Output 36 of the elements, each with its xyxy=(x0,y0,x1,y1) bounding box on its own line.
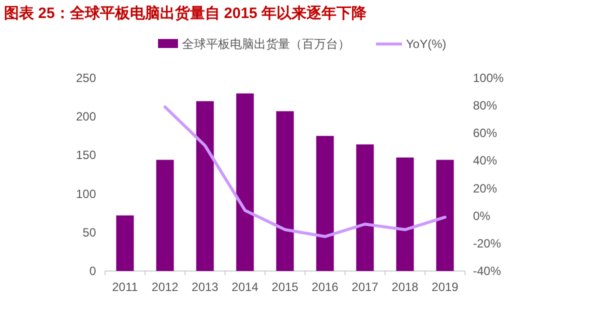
legend-label: 全球平板电脑出货量（百万台） xyxy=(182,37,350,51)
x-tick-label: 2016 xyxy=(312,280,339,294)
chart-title: 图表 25：全球平板电脑出货量自 2015 年以来逐年下降 xyxy=(4,4,368,22)
bar xyxy=(236,93,254,271)
y2-tick-label: 20% xyxy=(473,181,498,196)
y-tick-label: 0 xyxy=(89,264,96,278)
legend-label: YoY(%) xyxy=(406,37,446,51)
bar xyxy=(356,144,374,271)
x-tick-label: 2017 xyxy=(352,280,379,294)
y-tick-label: 50 xyxy=(82,225,96,240)
x-tick-label: 2014 xyxy=(232,280,259,294)
x-tick-label: 2013 xyxy=(192,280,219,294)
y2-tick-label: -40% xyxy=(473,264,502,278)
x-tick-label: 2012 xyxy=(152,280,179,294)
x-tick-label: 2011 xyxy=(112,280,138,294)
y-tick-label: 250 xyxy=(76,71,96,85)
y2-tick-label: 0% xyxy=(473,208,491,223)
bar xyxy=(436,160,454,271)
x-tick-label: 2019 xyxy=(432,280,459,294)
y-tick-label: 200 xyxy=(76,110,96,124)
y2-tick-label: 80% xyxy=(473,98,498,113)
y2-tick-label: 40% xyxy=(473,154,498,168)
bar xyxy=(316,136,334,271)
y2-tick-label: 60% xyxy=(473,126,498,140)
bar xyxy=(196,101,214,271)
x-tick-label: 2015 xyxy=(272,280,299,294)
bar xyxy=(156,160,174,271)
bar xyxy=(396,158,414,271)
bar xyxy=(276,111,294,271)
y-tick-label: 100 xyxy=(76,186,96,201)
x-tick-label: 2018 xyxy=(392,280,419,294)
y-tick-label: 150 xyxy=(76,148,96,162)
line-series xyxy=(164,105,446,238)
y2-tick-label: -20% xyxy=(473,236,502,250)
bar xyxy=(116,215,134,271)
y2-tick-label: 100% xyxy=(473,71,504,85)
